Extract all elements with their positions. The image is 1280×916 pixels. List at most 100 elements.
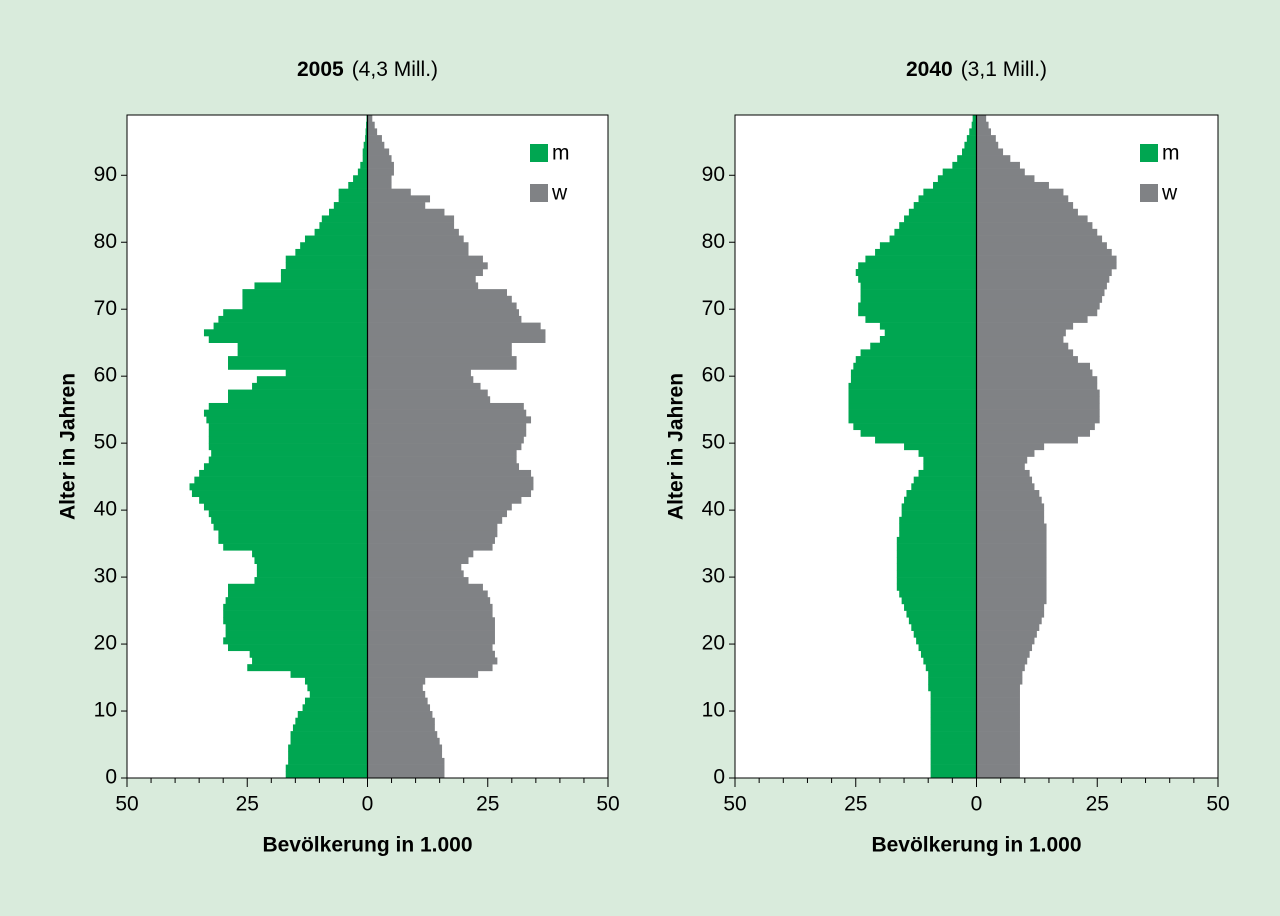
bar xyxy=(976,121,989,129)
bar xyxy=(252,657,368,665)
bar xyxy=(367,289,507,297)
bar xyxy=(928,677,977,685)
bar xyxy=(923,657,977,665)
bar xyxy=(203,503,368,511)
bar xyxy=(860,429,977,437)
bar xyxy=(923,463,977,471)
title-year: 2040 xyxy=(906,58,953,81)
bar xyxy=(976,550,1047,558)
bar xyxy=(249,650,368,658)
bar xyxy=(930,724,977,732)
bar xyxy=(367,429,527,437)
bar xyxy=(211,449,368,457)
bar xyxy=(971,121,977,129)
title-year: 2005 xyxy=(297,58,344,81)
bar xyxy=(365,128,368,136)
bar xyxy=(290,731,368,739)
bar xyxy=(976,161,1020,169)
y-axis-label: Alter in Jahren xyxy=(57,373,80,520)
bar xyxy=(976,449,1035,457)
y-tick-label: 60 xyxy=(94,364,117,387)
bar xyxy=(203,409,368,417)
y-tick-label: 10 xyxy=(94,699,117,722)
bar xyxy=(242,302,368,310)
bar xyxy=(901,597,977,605)
bar xyxy=(208,423,368,431)
bar xyxy=(976,135,996,143)
y-tick-label: 60 xyxy=(702,364,725,387)
bar xyxy=(367,557,469,564)
bar xyxy=(194,476,368,484)
bar xyxy=(367,684,423,692)
bar xyxy=(976,630,1037,638)
bar xyxy=(288,757,368,765)
bar xyxy=(367,115,373,122)
bar xyxy=(360,161,368,169)
bar xyxy=(850,369,977,377)
bar xyxy=(976,590,1047,598)
bar xyxy=(972,115,977,122)
bar xyxy=(942,168,977,176)
bar xyxy=(367,744,443,752)
y-tick-label: 40 xyxy=(702,498,725,521)
x-tick-label: 0 xyxy=(971,793,983,816)
bar xyxy=(367,510,507,518)
bar xyxy=(367,376,474,384)
bar xyxy=(899,590,977,598)
bar xyxy=(247,664,368,672)
bar xyxy=(285,369,368,377)
bar xyxy=(930,737,977,745)
bar xyxy=(976,436,1078,444)
bar xyxy=(225,623,368,631)
bar xyxy=(976,376,1098,384)
bar xyxy=(976,429,1091,437)
bar xyxy=(367,188,411,196)
bar xyxy=(976,617,1042,625)
bar xyxy=(923,188,977,196)
bar xyxy=(976,603,1045,611)
bar xyxy=(367,181,392,189)
bar xyxy=(208,456,368,464)
bar xyxy=(304,677,368,685)
y-tick-label: 0 xyxy=(713,766,725,789)
y-tick-label: 70 xyxy=(702,297,725,320)
bar xyxy=(367,603,493,611)
bar xyxy=(928,684,977,692)
bar xyxy=(976,195,1069,203)
x-tick-label: 50 xyxy=(596,793,619,816)
bar xyxy=(896,583,977,591)
bar xyxy=(367,751,443,759)
bar xyxy=(367,496,522,504)
title-total: (4,3 Mill.) xyxy=(352,58,438,81)
bar xyxy=(976,396,1100,404)
bar xyxy=(976,697,1020,705)
bar xyxy=(976,248,1112,256)
bar xyxy=(285,771,368,779)
bar xyxy=(913,476,977,484)
bar xyxy=(367,503,512,511)
y-tick-label: 90 xyxy=(702,163,725,186)
legend-label: w xyxy=(551,182,568,205)
bar xyxy=(367,443,522,451)
bar xyxy=(367,543,493,551)
bar xyxy=(367,342,512,350)
bar xyxy=(348,181,368,189)
bar xyxy=(254,577,368,585)
bar xyxy=(208,443,368,451)
bar xyxy=(367,563,462,571)
chart-title: 2040 (3,1 Mill.) xyxy=(906,58,1047,81)
bar xyxy=(367,356,517,364)
bar xyxy=(367,369,471,377)
bar xyxy=(904,215,977,223)
bar xyxy=(363,141,368,149)
bar xyxy=(957,155,977,163)
bar xyxy=(295,717,368,725)
bar xyxy=(367,731,438,739)
bar xyxy=(976,731,1020,739)
bar xyxy=(976,483,1035,491)
bar xyxy=(916,637,977,645)
bar xyxy=(976,155,1011,163)
bar xyxy=(252,382,368,390)
bar xyxy=(208,436,368,444)
bar xyxy=(367,483,534,491)
